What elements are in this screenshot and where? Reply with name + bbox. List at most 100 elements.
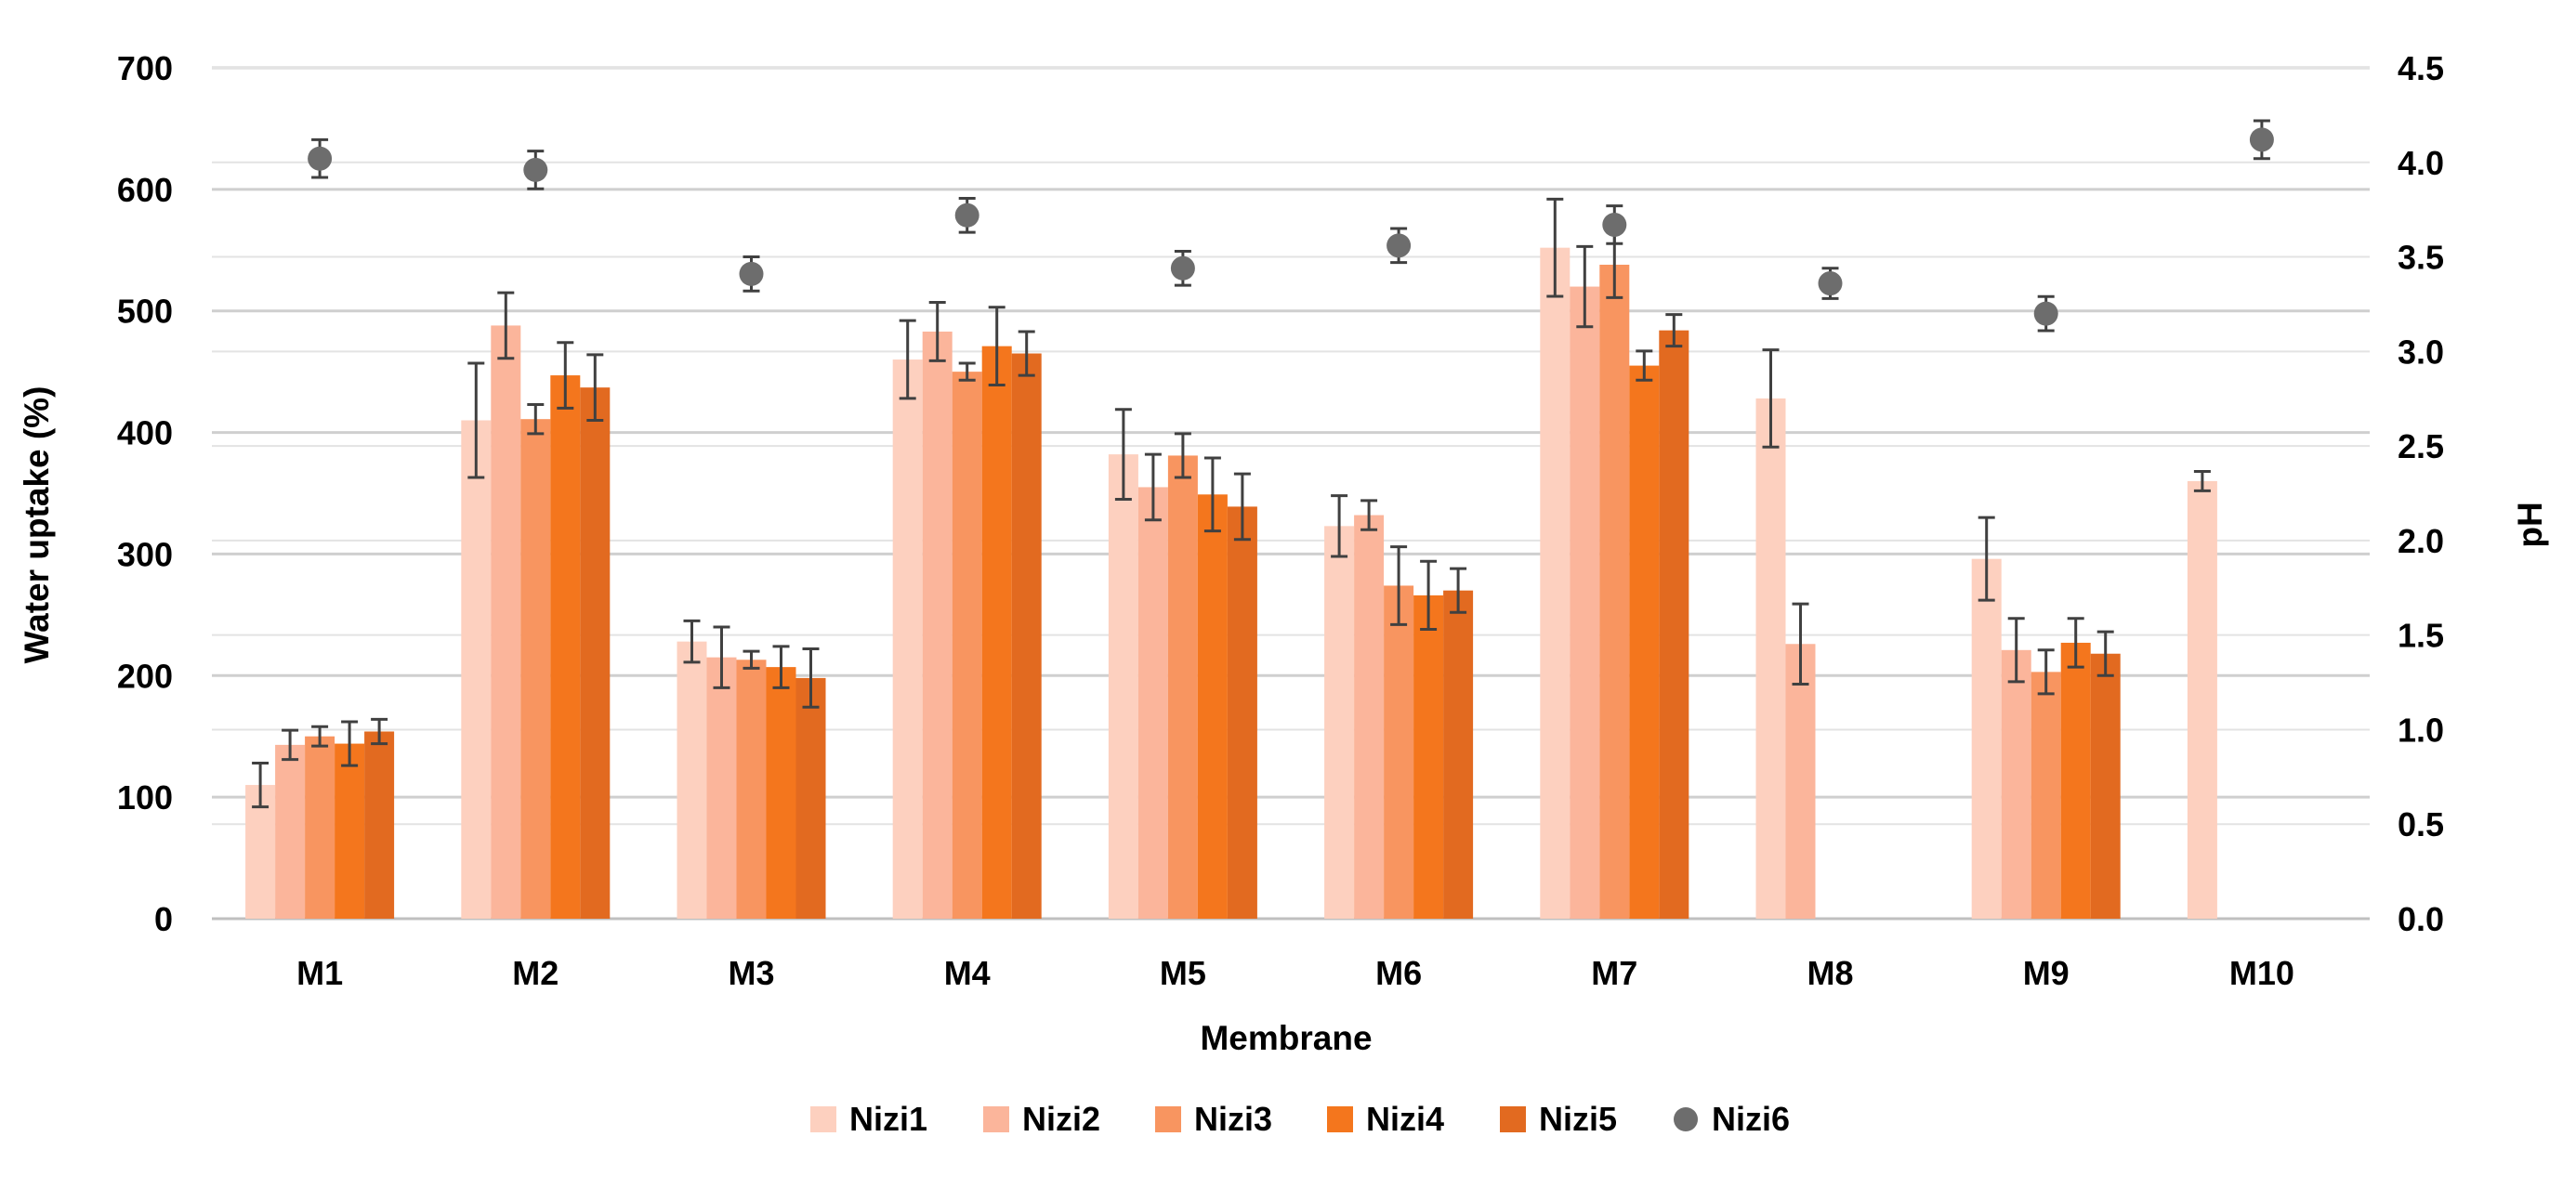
error-bar-Nizi5-M4 [1018,330,1035,377]
point-Nizi6-M3 [739,261,764,286]
point-Nizi6-M1 [308,146,333,171]
error-bar-Nizi5-M5 [1233,472,1251,542]
bar-Nizi3-M6 [1384,585,1414,919]
tick-labels: 0 100 200 300 400 500 600 700 0.0 0.5 1.0 1.5 2.0 2.5… [117,49,2444,992]
bar-Nizi5-M2 [580,387,611,919]
bar-Nizi2-M8 [1785,644,1816,919]
error-bar-Nizi3-M5 [1174,432,1191,479]
y2-axis-title: pH [2511,502,2549,547]
error-bar-Nizi1-M5 [1114,408,1132,502]
y2-tick-label: 3.0 [2398,333,2444,371]
x-tick-label: M3 [728,954,774,992]
error-bar-Nizi1-M2 [467,361,485,479]
error-bar-Nizi1-M10 [2193,469,2211,492]
point-Nizi6-M10 [2249,127,2274,152]
legend-swatch-Nizi1 [810,1106,836,1132]
bar-Nizi5-M5 [1227,506,1257,919]
point-Nizi6-M9 [2033,301,2058,326]
error-bar-Nizi4-M3 [772,645,790,689]
legend-label-Nizi1: Nizi1 [849,1100,927,1138]
bar-Nizi4-M5 [1197,494,1228,919]
error-bar-Nizi5-M3 [802,647,820,709]
bar-Nizi1-M10 [2187,480,2217,919]
error-bar-Nizi3-M6 [1390,545,1408,626]
bar-Nizi3-M3 [736,660,767,919]
error-bar-Nizi2-M7 [1576,244,1594,329]
error-bar-Nizi1-M6 [1331,494,1348,558]
error-bar-Nizi4-M1 [341,720,359,767]
legend-label-Nizi4: Nizi4 [1366,1100,1444,1138]
y2-tick-label: 0.0 [2398,900,2444,938]
legend-swatch-Nizi5 [1500,1106,1526,1132]
x-tick-label: M9 [2023,954,2070,992]
y2-tick-label: 1.0 [2398,711,2444,749]
bar-Nizi2-M1 [275,744,306,919]
point-Nizi6-M2 [523,157,548,182]
y2-tick-label: 1.5 [2398,617,2444,655]
legend-label-Nizi2: Nizi2 [1022,1100,1100,1138]
y2-tick-label: 3.5 [2398,239,2444,277]
bars [245,197,2217,920]
legend-swatch-Nizi4 [1327,1106,1353,1132]
legend-label-Nizi6: Nizi6 [1712,1100,1790,1138]
error-bar-Nizi3-M3 [743,649,760,670]
error-bar-Nizi1-M9 [1978,516,1995,602]
error-bar-Nizi1-M4 [899,319,916,400]
bar-Nizi4-M1 [335,743,365,919]
error-bar-Nizi2-M8 [1792,602,1809,686]
legend-swatch-Nizi2 [983,1106,1009,1132]
bar-Nizi4-M4 [981,346,1012,920]
point-Nizi6-M8 [1818,271,1843,296]
bar-Nizi4-M7 [1629,365,1660,920]
error-bar-Nizi3-M2 [527,402,545,436]
error-bar-Nizi2-M2 [497,291,515,360]
bar-Nizi4-M6 [1413,594,1444,919]
bar-Nizi4-M9 [2060,642,2091,919]
y2-tick-label: 2.0 [2398,522,2444,560]
point-Nizi6-M5 [1170,255,1195,281]
y2-tick-label: 0.5 [2398,805,2444,843]
bar-Nizi4-M2 [550,375,581,919]
y-tick-label: 400 [117,414,173,452]
y-tick-label: 300 [117,535,173,573]
bar-Nizi5-M3 [795,677,826,919]
x-tick-label: M7 [1591,954,1637,992]
error-bar-Nizi5-M7 [1665,313,1683,348]
y-tick-label: 700 [117,49,173,87]
y-tick-label: 600 [117,171,173,209]
bar-Nizi1-M6 [1324,526,1355,919]
bar-Nizi1-M8 [1755,398,1786,920]
error-bar-Nizi5-M6 [1450,567,1467,614]
error-bar-Nizi4-M4 [988,306,1005,387]
bar-Nizi3-M4 [952,372,982,920]
error-bar-Nizi5-M1 [371,717,388,746]
bar-Nizi2-M3 [706,657,737,919]
error-bar-Nizi1-M3 [683,619,701,664]
legend-swatch-Nizi3 [1155,1106,1181,1132]
bar-Nizi5-M9 [2090,653,2121,919]
bar-Nizi2-M6 [1354,515,1385,919]
bar-Nizi5-M6 [1443,590,1474,919]
error-bar-Nizi1-M8 [1762,348,1780,449]
error-bar-Nizi4-M6 [1420,559,1438,632]
bar-Nizi4-M3 [766,667,796,919]
error-bar-Nizi4-M7 [1636,349,1653,382]
bar-Nizi3-M7 [1599,264,1630,919]
error-bar-Nizi2-M6 [1360,499,1378,531]
x-tick-label: M10 [2229,954,2294,992]
bar-Nizi3-M1 [305,736,335,919]
error-bar-Nizi2-M4 [928,301,946,362]
legend-label-Nizi3: Nizi3 [1194,1100,1272,1138]
bar-Nizi1-M4 [892,359,923,919]
bar-Nizi5-M4 [1011,353,1042,919]
bar-Nizi5-M1 [364,731,395,919]
bar-Nizi1-M3 [677,641,707,919]
error-bar-Nizi3-M4 [958,361,976,382]
error-bar-Nizi5-M9 [2096,630,2114,677]
bar-Nizi3-M2 [520,419,551,920]
point-Nizi6-M7 [1602,212,1627,237]
x-axis-title: Membrane [1200,1019,1372,1057]
x-tick-label: M4 [944,954,991,992]
error-bar-Nizi4-M2 [557,341,574,410]
